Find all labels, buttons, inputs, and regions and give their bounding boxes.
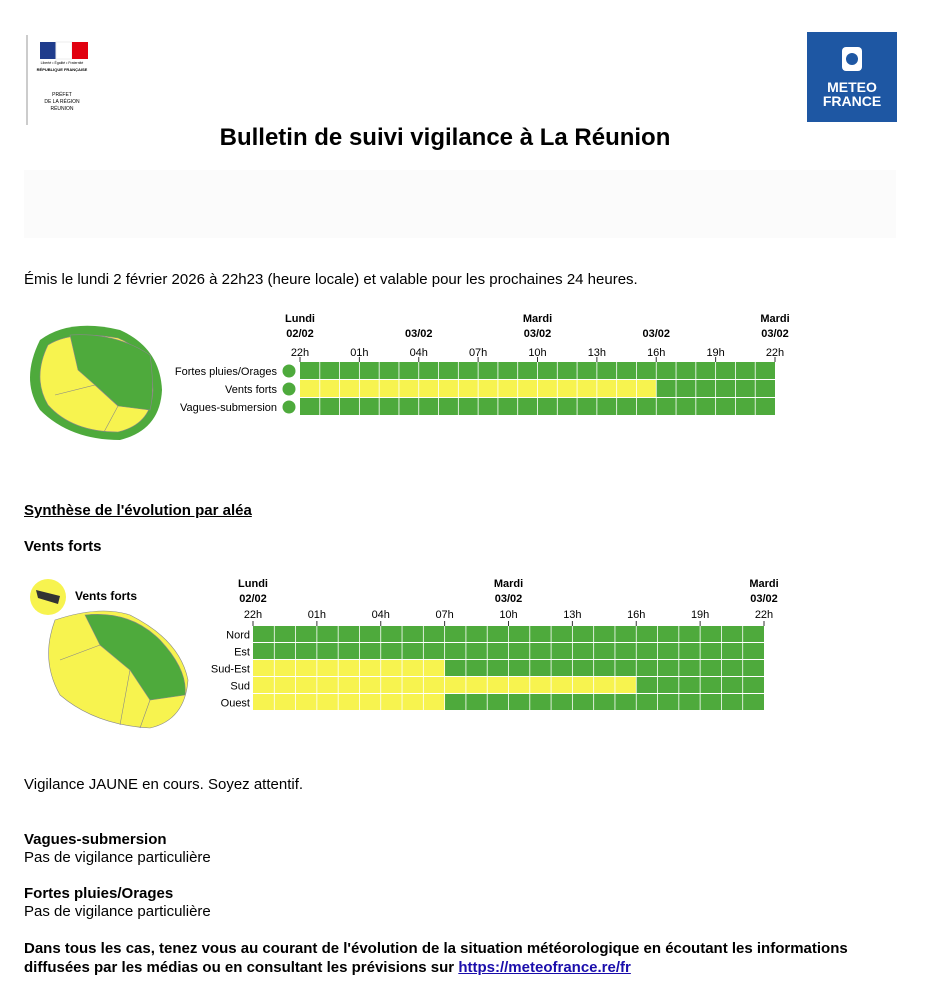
date-label: 03/02	[642, 328, 670, 340]
segment	[253, 694, 445, 710]
row-label: Est	[234, 647, 250, 659]
hour-label: 10h	[499, 609, 517, 621]
text: Pas de vigilance particulière	[24, 849, 211, 866]
date-label: 02/02	[239, 593, 267, 605]
hour-label: 22h	[244, 609, 262, 621]
segment	[253, 660, 445, 676]
logo-text: FRANCE	[823, 93, 881, 109]
prefet-line: PRÉFET	[52, 91, 72, 98]
date-label: Mardi	[523, 313, 552, 325]
hour-label: 01h	[350, 347, 368, 359]
date-label: Mardi	[760, 313, 789, 325]
row-label: Fortes pluies/Orages	[175, 366, 278, 378]
prefet-logo: Liberté • Égalité • Fraternité RÉPUBLIQU…	[26, 35, 88, 125]
text: Pas de vigilance particulière	[24, 903, 211, 920]
hour-label: 04h	[410, 347, 428, 359]
hour-label: 19h	[691, 609, 709, 621]
hour-label: 04h	[372, 609, 390, 621]
hour-label: 22h	[766, 347, 784, 359]
date-label: 03/02	[495, 593, 523, 605]
date-label: 03/02	[524, 328, 552, 340]
section-heading: Synthèse de l'évolution par aléa	[24, 502, 252, 519]
footer-text: Dans tous les cas, tenez vous au courant…	[24, 940, 848, 976]
hour-label: 13h	[563, 609, 581, 621]
hour-label: 07h	[435, 609, 453, 621]
prefet-line: DE LA RÉGION	[44, 98, 80, 105]
date-label: 03/02	[750, 593, 778, 605]
status: Vigilance JAUNE en cours. Soyez attentif…	[24, 776, 304, 793]
map-wind: Vents forts	[30, 579, 189, 729]
date-label: Mardi	[749, 578, 778, 590]
banner	[24, 170, 896, 238]
hour-label: 01h	[308, 609, 326, 621]
hazard-icon	[281, 363, 297, 379]
date-label: Lundi	[285, 313, 315, 325]
hour-label: 16h	[627, 609, 645, 621]
date-label: Lundi	[238, 578, 268, 590]
hour-label: 16h	[647, 347, 665, 359]
segment	[444, 694, 764, 710]
hour-label: 10h	[528, 347, 546, 359]
date-label: 03/02	[405, 328, 433, 340]
hour-label: 13h	[588, 347, 606, 359]
logo-text: METEO	[827, 79, 877, 95]
hazard-icon	[281, 381, 297, 397]
subsection-heading: Vents forts	[24, 538, 102, 555]
issued: Émis le lundi 2 février 2026 à 22h23 (he…	[24, 271, 638, 288]
republic: RÉPUBLIQUE FRANÇAISE	[37, 67, 88, 72]
hazard-icon	[281, 399, 297, 415]
hour-label: 22h	[755, 609, 773, 621]
subsection-heading: Fortes pluies/Orages	[24, 885, 174, 902]
row-label: Vagues-submersion	[180, 402, 277, 414]
motto: Liberté • Égalité • Fraternité	[41, 60, 84, 65]
hour-label: 07h	[469, 347, 487, 359]
row-label: Vents forts	[225, 384, 277, 396]
map-overview	[30, 325, 162, 440]
hour-label: 22h	[291, 347, 309, 359]
prefet-line: RÉUNION	[50, 105, 73, 112]
footer: Dans tous les cas, tenez vous au courant…	[24, 939, 899, 977]
segment	[444, 660, 764, 676]
row-label: Sud-Est	[211, 664, 250, 676]
legend: Vents forts	[75, 589, 137, 603]
subsection-heading: Vagues-submersion	[24, 831, 167, 848]
row-label: Ouest	[221, 698, 250, 710]
row-label: Nord	[226, 630, 250, 642]
date-label: 03/02	[761, 328, 789, 340]
date-label: Mardi	[494, 578, 523, 590]
date-label: 02/02	[286, 328, 314, 340]
hour-label: 19h	[706, 347, 724, 359]
row-label: Sud	[230, 681, 250, 693]
link[interactable]: https://meteofrance.re/fr	[458, 959, 631, 976]
title: Bulletin de suivi vigilance à La Réunion	[220, 124, 671, 151]
meteo-france-logo: METEO FRANCE	[807, 32, 897, 122]
